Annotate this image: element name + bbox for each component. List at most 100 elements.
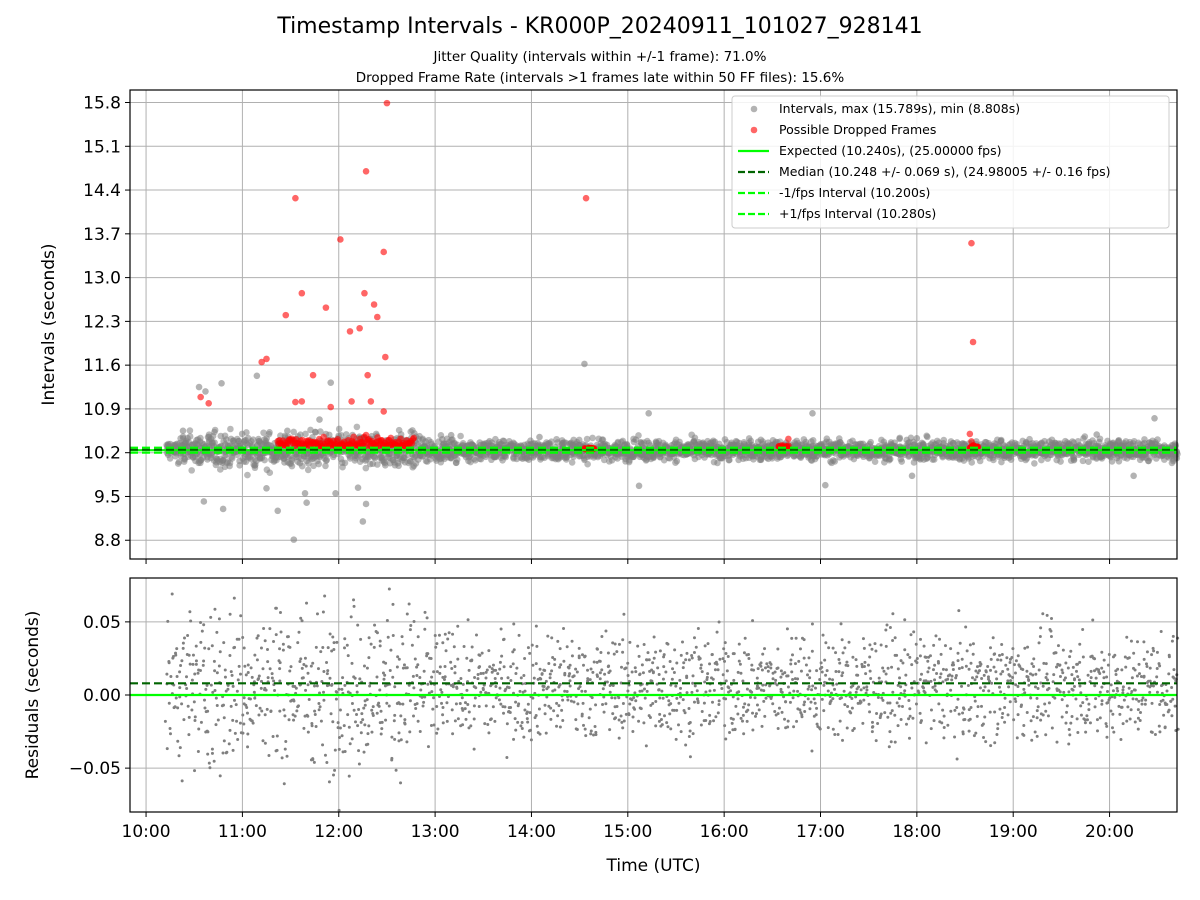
residual-point [796, 677, 800, 681]
residual-point [209, 683, 213, 687]
residual-point [868, 669, 872, 673]
residual-point [910, 686, 914, 690]
interval-point [200, 498, 208, 505]
residual-point [598, 671, 602, 675]
residual-point [577, 654, 581, 658]
residual-point [806, 697, 810, 701]
residual-point [231, 718, 235, 722]
residual-point [733, 727, 737, 731]
residual-point [613, 642, 617, 646]
residual-point [746, 708, 750, 712]
residual-point [379, 732, 383, 736]
residual-point [174, 653, 178, 657]
residual-point [478, 653, 482, 657]
residual-point [803, 700, 807, 704]
residual-point [530, 643, 534, 647]
residual-point [274, 633, 278, 637]
residual-point [1000, 643, 1004, 647]
residual-point [823, 658, 827, 662]
residual-point [975, 675, 979, 679]
residual-point [385, 701, 389, 705]
residual-point [776, 647, 780, 651]
residual-point [704, 718, 708, 722]
residual-point [519, 724, 523, 728]
interval-point [635, 482, 643, 490]
residual-point [699, 666, 703, 670]
residual-point [620, 665, 624, 669]
residual-point [588, 678, 592, 682]
residual-point [416, 719, 420, 723]
residual-point [806, 673, 810, 677]
residual-point [613, 696, 617, 700]
residual-point [996, 727, 1000, 731]
residual-point [926, 670, 930, 674]
residual-point [756, 667, 760, 671]
interval-point [353, 423, 361, 431]
residual-point [323, 594, 327, 598]
interval-point [896, 434, 904, 442]
residual-point [666, 725, 670, 729]
residual-point [446, 637, 450, 641]
residual-point [395, 665, 399, 669]
residual-point [430, 690, 434, 694]
residual-point [1005, 656, 1009, 660]
residual-point [881, 666, 885, 670]
dropped-frame-point [370, 301, 378, 308]
residual-point [494, 668, 498, 672]
interval-point [310, 462, 317, 470]
residual-point [975, 714, 979, 718]
interval-point [1154, 436, 1161, 443]
residual-point [956, 697, 960, 701]
residual-point [777, 706, 781, 710]
residual-point [685, 651, 689, 655]
residual-point [933, 678, 937, 682]
residual-point [375, 631, 379, 635]
residual-point [251, 721, 255, 725]
residual-point [272, 679, 276, 683]
residual-point [886, 666, 890, 670]
residual-point [645, 689, 649, 693]
residual-point [423, 627, 427, 631]
residual-point [997, 685, 1001, 689]
residual-point [528, 711, 532, 715]
residual-point [268, 667, 272, 671]
residual-point [187, 715, 191, 719]
residual-point [748, 695, 752, 699]
dropped-frame-point [382, 353, 389, 361]
dropped-frame-point [346, 328, 354, 335]
residual-point [405, 740, 409, 744]
residual-point [908, 714, 912, 718]
residual-point [694, 645, 698, 649]
residual-point [386, 635, 390, 639]
residual-point [841, 671, 845, 675]
residual-point [565, 690, 569, 694]
residual-point [738, 662, 742, 666]
residual-point [605, 680, 609, 684]
residual-point [347, 774, 351, 778]
residual-point [589, 732, 593, 736]
residual-point [340, 687, 344, 691]
interval-point [266, 429, 273, 436]
residual-point [755, 703, 759, 707]
residual-point [789, 662, 793, 666]
residual-point [330, 682, 334, 686]
residual-point [236, 738, 240, 742]
residual-point [165, 747, 169, 751]
dropped-frame-point [263, 355, 270, 363]
residual-point [874, 649, 878, 653]
residual-point [546, 634, 550, 638]
residual-point [995, 677, 999, 681]
residual-point [434, 645, 438, 649]
residual-point [814, 686, 818, 690]
residual-point [288, 669, 292, 673]
residual-point [548, 672, 552, 676]
residual-point [798, 708, 802, 712]
residual-point [359, 720, 363, 724]
residual-point [673, 648, 677, 652]
residual-point [390, 735, 394, 739]
residual-point [988, 710, 992, 714]
residual-point [263, 713, 267, 717]
residual-point [178, 670, 182, 674]
residual-point [884, 628, 888, 632]
residual-point [538, 732, 542, 736]
